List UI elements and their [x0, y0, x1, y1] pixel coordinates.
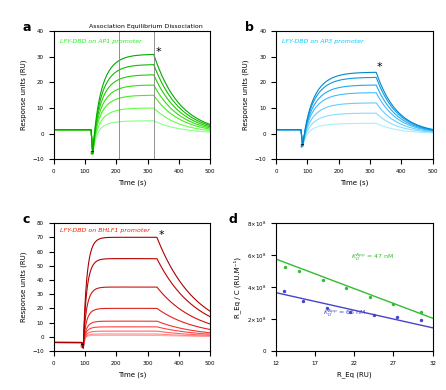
- Text: $K_D^{App}$ = 47 nM: $K_D^{App}$ = 47 nM: [351, 251, 394, 262]
- Y-axis label: R_Eq / C (RU.M⁻¹): R_Eq / C (RU.M⁻¹): [234, 257, 241, 317]
- Point: [370, 312, 377, 318]
- Text: LFY-DBD on AP3 promoter: LFY-DBD on AP3 promoter: [282, 39, 364, 44]
- Point: [282, 264, 289, 270]
- Y-axis label: Response units (RU): Response units (RU): [243, 60, 249, 130]
- Point: [319, 277, 326, 283]
- Point: [367, 294, 374, 301]
- Point: [417, 317, 425, 323]
- Text: ⌜: ⌜: [79, 345, 84, 355]
- Point: [280, 288, 287, 294]
- Text: *: *: [376, 62, 382, 72]
- Point: [417, 309, 425, 315]
- Text: d: d: [229, 213, 238, 226]
- Text: LFY-DBD on BHLF1 promoter: LFY-DBD on BHLF1 promoter: [60, 228, 150, 233]
- Point: [394, 314, 401, 320]
- Point: [300, 298, 307, 305]
- Y-axis label: Response units (RU): Response units (RU): [20, 60, 27, 130]
- Text: Association Equilibrium Dissociation: Association Equilibrium Dissociation: [89, 25, 202, 29]
- Text: b: b: [245, 21, 253, 34]
- Text: ⌜: ⌜: [299, 144, 303, 154]
- Text: $K_D^{App}$ = 66 nM: $K_D^{App}$ = 66 nM: [323, 307, 366, 319]
- Text: ⌜: ⌜: [89, 152, 93, 161]
- Y-axis label: Response units (RU): Response units (RU): [20, 252, 27, 322]
- Point: [296, 268, 303, 274]
- Point: [323, 305, 330, 311]
- Point: [347, 309, 354, 315]
- X-axis label: Time (s): Time (s): [340, 179, 368, 186]
- X-axis label: Time (s): Time (s): [118, 179, 146, 186]
- X-axis label: Time (s): Time (s): [118, 371, 146, 378]
- Text: *: *: [155, 47, 161, 57]
- Point: [390, 301, 397, 307]
- Text: LFY-DBD on AP1 promoter: LFY-DBD on AP1 promoter: [60, 39, 141, 44]
- Text: c: c: [22, 213, 29, 226]
- Text: *: *: [158, 230, 164, 240]
- Point: [343, 285, 350, 291]
- X-axis label: R_Eq (RU): R_Eq (RU): [337, 371, 372, 378]
- Text: a: a: [22, 21, 31, 34]
